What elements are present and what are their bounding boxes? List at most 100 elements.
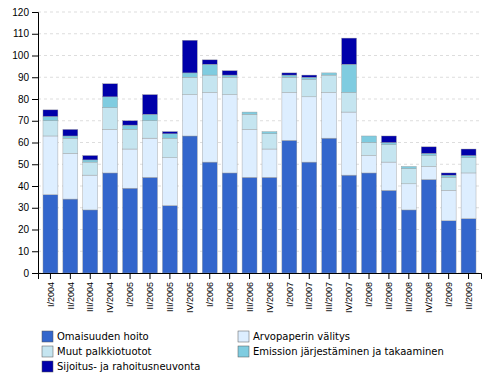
tick: 40 (18, 181, 38, 192)
legend-item: Muut palkkiotuotot (42, 346, 152, 357)
bar (63, 199, 78, 273)
tick-label: 0 (23, 268, 29, 279)
bar (322, 92, 337, 138)
bar (182, 95, 197, 136)
bar (103, 84, 118, 97)
tick-mark (32, 251, 38, 252)
bar (322, 73, 337, 75)
x-axis: I/2004II/2004III/2004IV/2004I/2005II/200… (39, 273, 482, 313)
tick-label: III/2008 (404, 282, 414, 312)
legend-item: Sijoitus- ja rahoitusneuvonta (42, 361, 200, 372)
tick: 110 (13, 28, 38, 39)
tick-label: II/2004 (66, 282, 76, 310)
bar (302, 75, 317, 77)
bar (83, 162, 98, 175)
tick: 0 (23, 268, 38, 279)
bar (342, 92, 357, 112)
tick-label: 10 (18, 246, 30, 257)
tick-mark (249, 273, 250, 279)
tick-mark (428, 273, 429, 279)
bar (143, 138, 158, 177)
tick: II/2009 (464, 273, 474, 310)
bar (123, 149, 138, 188)
tick-mark (32, 143, 38, 144)
tick: 60 (18, 137, 38, 148)
tick-mark (32, 99, 38, 100)
bar (322, 75, 337, 92)
tick-label: 120 (12, 7, 29, 18)
tick: I/2004 (46, 273, 56, 307)
tick-mark (70, 273, 71, 279)
bar (401, 166, 416, 168)
tick-label: II/2007 (304, 282, 314, 310)
bar (202, 92, 217, 162)
tick: I/2009 (444, 273, 454, 307)
tick: II/2007 (304, 273, 314, 310)
bar (302, 79, 317, 96)
bar (381, 145, 396, 162)
bar (342, 112, 357, 175)
bar (282, 73, 297, 75)
tick-label: IV/2006 (265, 282, 275, 313)
grid (38, 12, 481, 273)
tick-mark (309, 273, 310, 279)
bar (43, 136, 58, 195)
tick: 20 (18, 224, 38, 235)
bar (162, 158, 177, 206)
bar (143, 114, 158, 121)
tick-mark (90, 273, 91, 279)
tick-mark (50, 273, 51, 279)
tick: II/2005 (145, 273, 155, 310)
tick-mark (229, 273, 230, 279)
bar (302, 162, 317, 273)
tick-mark (32, 12, 38, 13)
legend-label: Sijoitus- ja rahoitusneuvonta (57, 361, 200, 372)
tick-label: IV/2005 (185, 282, 195, 313)
bar (362, 135, 377, 136)
bar (362, 173, 377, 273)
axis-line (39, 274, 482, 280)
bar (381, 190, 396, 273)
tick-mark (369, 273, 370, 279)
bar (63, 136, 78, 138)
bar (381, 136, 396, 143)
tick-label: 100 (12, 50, 29, 61)
bar (362, 136, 377, 143)
tick-label: I/2005 (125, 282, 135, 307)
bar (123, 129, 138, 149)
bar (461, 219, 476, 273)
bar (143, 95, 158, 115)
tick: 70 (18, 115, 38, 126)
bar (401, 184, 416, 210)
tick-label: 110 (13, 28, 29, 39)
bar (342, 64, 357, 92)
tick: II/2008 (384, 273, 394, 310)
tick: 50 (18, 159, 38, 170)
tick-mark (349, 273, 350, 279)
bar (302, 97, 317, 162)
bar (43, 195, 58, 273)
bar (222, 77, 237, 94)
bar (362, 143, 377, 156)
bar (282, 75, 297, 77)
tick: 90 (18, 72, 38, 83)
tick-mark (130, 273, 131, 279)
legend-label: Arvopaperin välitys (253, 331, 350, 342)
tick-label: 40 (18, 181, 30, 192)
bar (322, 72, 337, 73)
tick: I/2005 (125, 273, 135, 307)
bar (461, 149, 476, 156)
bar (63, 138, 78, 153)
tick-mark (289, 273, 290, 279)
tick-label: IV/2007 (344, 282, 354, 313)
bar (282, 77, 297, 92)
bar (123, 125, 138, 129)
bar (202, 60, 217, 64)
tick-mark (32, 121, 38, 122)
bar (421, 166, 436, 179)
bar (202, 64, 217, 75)
bar (123, 188, 138, 273)
bar (143, 121, 158, 138)
chart: 0102030405060708090100110120I/2004II/200… (0, 0, 493, 381)
tick-mark (388, 273, 389, 279)
